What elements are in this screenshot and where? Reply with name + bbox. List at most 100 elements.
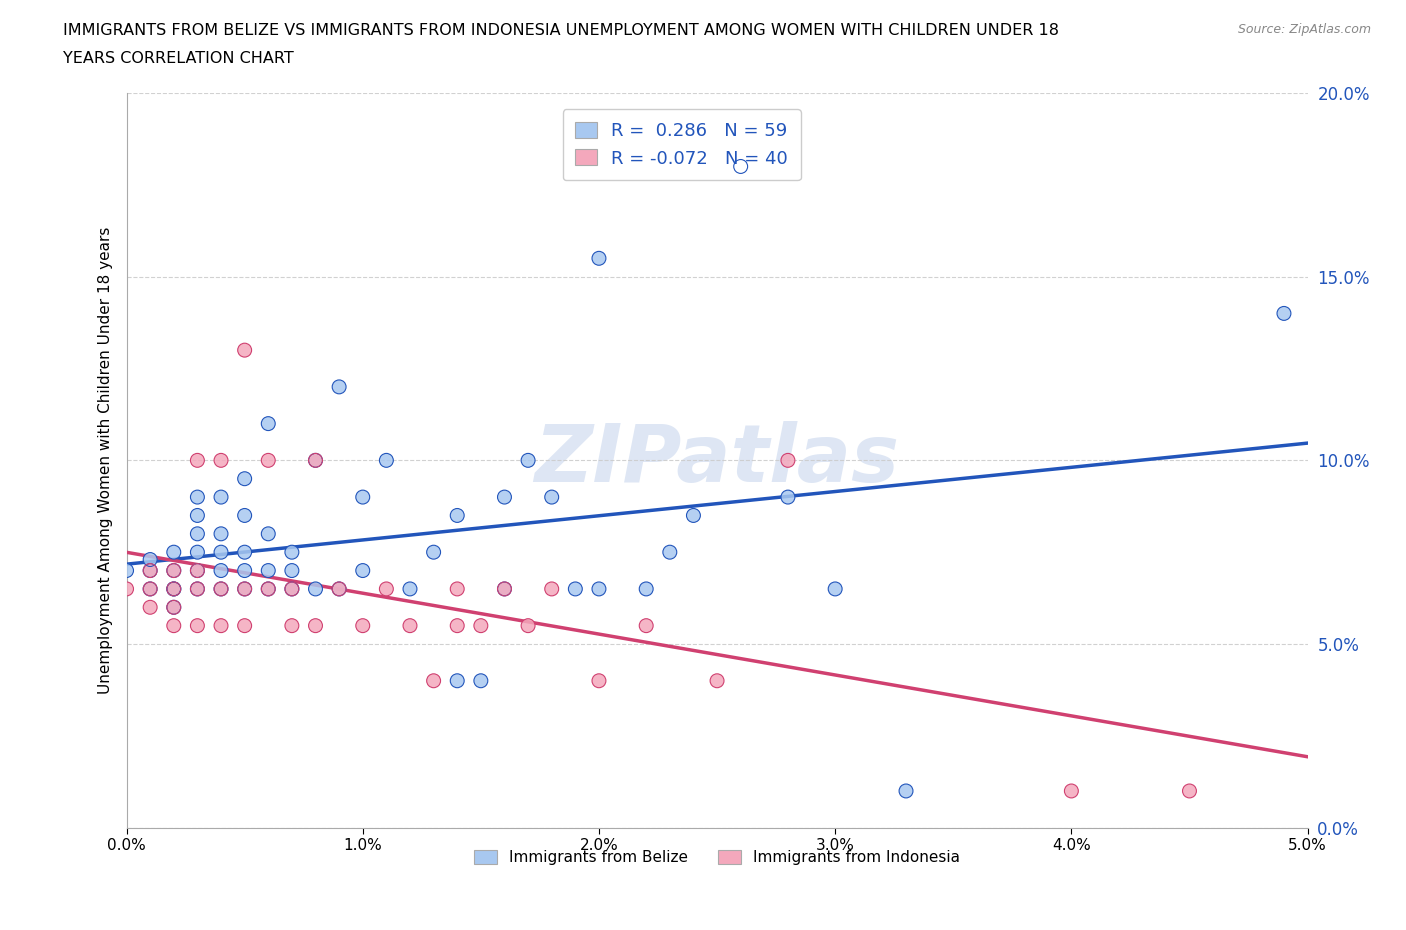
Point xyxy=(186,489,208,504)
Point xyxy=(186,563,208,578)
Point xyxy=(328,581,350,596)
Point xyxy=(257,581,280,596)
Point xyxy=(304,581,326,596)
Point xyxy=(281,545,304,560)
Point xyxy=(446,508,468,523)
Point xyxy=(209,563,232,578)
Point xyxy=(304,618,326,633)
Point xyxy=(422,545,444,560)
Point xyxy=(328,581,350,596)
Point xyxy=(233,472,256,486)
Point xyxy=(163,581,186,596)
Point xyxy=(139,563,162,578)
Point xyxy=(209,545,232,560)
Point xyxy=(209,453,232,468)
Point xyxy=(233,581,256,596)
Point xyxy=(139,600,162,615)
Point xyxy=(658,545,681,560)
Point xyxy=(257,581,280,596)
Point xyxy=(281,581,304,596)
Point xyxy=(446,618,468,633)
Point xyxy=(1272,306,1295,321)
Point xyxy=(186,545,208,560)
Point xyxy=(281,618,304,633)
Point xyxy=(494,581,516,596)
Point xyxy=(730,159,752,174)
Point xyxy=(281,563,304,578)
Point xyxy=(209,563,232,578)
Point xyxy=(139,600,162,615)
Point xyxy=(163,600,186,615)
Point xyxy=(139,552,162,567)
Point xyxy=(588,581,610,596)
Point xyxy=(139,563,162,578)
Point xyxy=(163,581,186,596)
Point xyxy=(186,581,208,596)
Point xyxy=(209,526,232,541)
Point xyxy=(233,618,256,633)
Point xyxy=(186,618,208,633)
Point xyxy=(636,618,658,633)
Point xyxy=(233,618,256,633)
Y-axis label: Unemployment Among Women with Children Under 18 years: Unemployment Among Women with Children U… xyxy=(97,227,112,694)
Point xyxy=(139,563,162,578)
Point xyxy=(186,581,208,596)
Point xyxy=(186,526,208,541)
Point xyxy=(257,526,280,541)
Point xyxy=(281,563,304,578)
Point xyxy=(281,618,304,633)
Point xyxy=(446,673,468,688)
Point xyxy=(233,342,256,357)
Point xyxy=(186,508,208,523)
Point xyxy=(139,581,162,596)
Point xyxy=(115,581,138,596)
Point xyxy=(375,453,398,468)
Point xyxy=(375,581,398,596)
Point xyxy=(281,545,304,560)
Point xyxy=(328,379,350,394)
Point xyxy=(1178,783,1201,798)
Point xyxy=(209,489,232,504)
Point xyxy=(564,581,586,596)
Point xyxy=(281,581,304,596)
Text: YEARS CORRELATION CHART: YEARS CORRELATION CHART xyxy=(63,51,294,66)
Point xyxy=(139,581,162,596)
Point xyxy=(304,581,326,596)
Point xyxy=(281,581,304,596)
Point xyxy=(233,581,256,596)
Point xyxy=(540,489,562,504)
Point xyxy=(588,673,610,688)
Point xyxy=(517,618,540,633)
Point xyxy=(494,581,516,596)
Point xyxy=(636,618,658,633)
Point xyxy=(209,618,232,633)
Point xyxy=(233,545,256,560)
Point xyxy=(446,618,468,633)
Point xyxy=(494,489,516,504)
Text: ZIPatlas: ZIPatlas xyxy=(534,421,900,499)
Point xyxy=(257,526,280,541)
Point xyxy=(517,453,540,468)
Point xyxy=(636,581,658,596)
Point xyxy=(564,581,586,596)
Point xyxy=(824,581,846,596)
Point xyxy=(517,453,540,468)
Point xyxy=(776,453,799,468)
Point xyxy=(304,453,326,468)
Point xyxy=(163,581,186,596)
Point xyxy=(233,563,256,578)
Point xyxy=(494,581,516,596)
Point xyxy=(894,783,917,798)
Text: IMMIGRANTS FROM BELIZE VS IMMIGRANTS FROM INDONESIA UNEMPLOYMENT AMONG WOMEN WIT: IMMIGRANTS FROM BELIZE VS IMMIGRANTS FRO… xyxy=(63,23,1059,38)
Point xyxy=(257,453,280,468)
Point xyxy=(470,673,492,688)
Point xyxy=(163,563,186,578)
Point xyxy=(399,618,422,633)
Point xyxy=(588,581,610,596)
Point xyxy=(115,581,138,596)
Point xyxy=(233,508,256,523)
Point xyxy=(352,563,374,578)
Point xyxy=(163,563,186,578)
Point xyxy=(399,581,422,596)
Point xyxy=(115,563,138,578)
